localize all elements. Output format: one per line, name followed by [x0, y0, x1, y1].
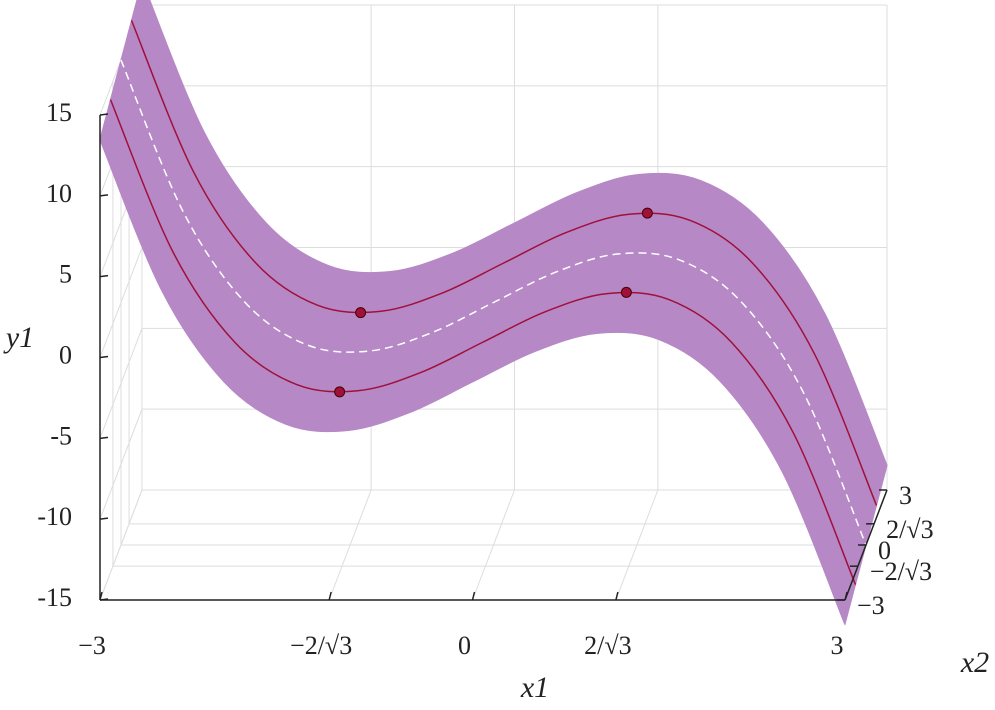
marker — [334, 386, 346, 398]
surface-line — [120, 59, 867, 546]
x2-tick-label: −3 — [857, 591, 885, 620]
x2-tick-label: 2/√3 — [886, 515, 934, 544]
surface-line — [109, 99, 857, 585]
x1-tick-label: −3 — [78, 631, 106, 660]
x2-tick-label: −2/√3 — [870, 557, 932, 586]
x1-tick-label: 2/√3 — [584, 631, 632, 660]
x1-tick-label: 0 — [458, 631, 471, 660]
y-tick-label: -10 — [37, 502, 72, 531]
y-tick-label: -5 — [50, 421, 72, 450]
tick-mark — [328, 591, 332, 601]
tick-mark — [844, 591, 848, 601]
surface-line — [99, 138, 846, 625]
surface-strip — [109, 58, 867, 587]
marker — [620, 286, 632, 298]
marker — [641, 207, 653, 219]
tick-mark — [99, 194, 109, 197]
y-tick-label: -15 — [37, 583, 72, 612]
tick-mark — [99, 598, 109, 601]
y-tick-label: 10 — [46, 179, 72, 208]
tick-mark — [99, 274, 109, 278]
surface-line — [130, 20, 878, 506]
tick-mark — [99, 436, 109, 440]
y-tick-label: 0 — [59, 340, 72, 369]
y-tick-label: 5 — [59, 260, 72, 289]
x1-axis-label: x1 — [520, 671, 549, 704]
tick-mark — [471, 591, 476, 601]
x2-axis-label: x2 — [960, 646, 989, 679]
x2-tick-label: 0 — [878, 536, 891, 565]
surface-line — [148, 0, 888, 467]
tick-mark — [99, 517, 109, 520]
marker — [355, 307, 367, 319]
x1-tick-label: 3 — [831, 631, 844, 660]
x2-tick-label: 3 — [899, 481, 912, 510]
y-tick-label: 15 — [46, 98, 72, 127]
y-axis-label: y1 — [3, 321, 34, 354]
tick-mark — [99, 113, 109, 116]
tick-mark — [615, 591, 619, 601]
tick-mark — [99, 591, 103, 601]
surface-strip — [120, 18, 878, 547]
tick-mark — [99, 355, 109, 359]
x1-tick-label: −2/√3 — [290, 631, 352, 660]
